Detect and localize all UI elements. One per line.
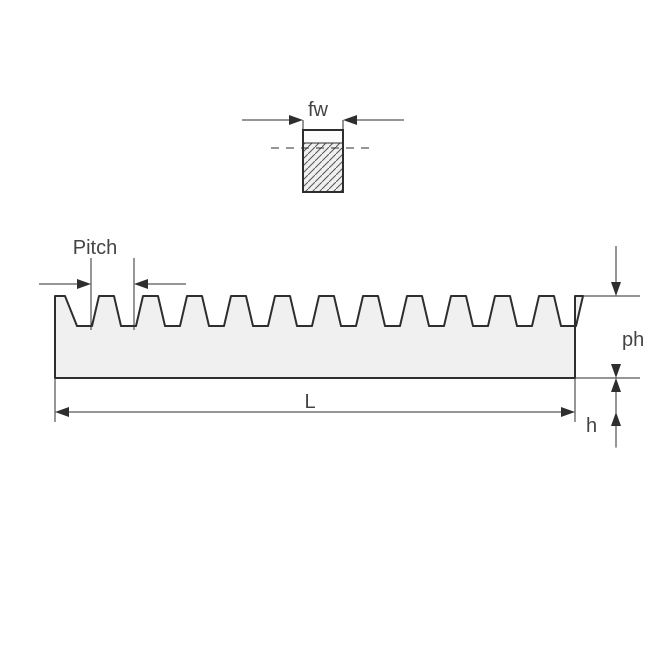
svg-text:Pitch: Pitch — [73, 237, 117, 259]
svg-text:h: h — [586, 415, 597, 437]
svg-text:fw: fw — [308, 99, 329, 121]
svg-text:ph: ph — [622, 329, 644, 351]
svg-text:L: L — [304, 391, 315, 413]
